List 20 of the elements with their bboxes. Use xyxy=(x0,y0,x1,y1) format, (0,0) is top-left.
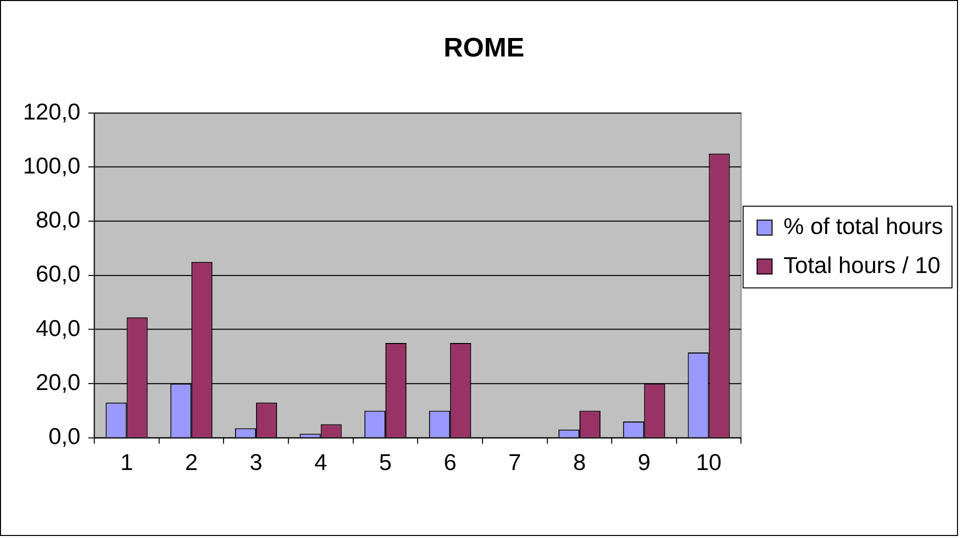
y-tick-label: 80,0 xyxy=(36,206,80,233)
x-tick-label: 5 xyxy=(379,448,392,475)
legend-label: Total hours / 10 xyxy=(784,252,940,278)
x-tick-label: 1 xyxy=(120,448,134,475)
x-tick-label: 10 xyxy=(696,448,722,475)
y-tick-label: 20,0 xyxy=(36,368,80,395)
x-tick-label: 3 xyxy=(250,448,262,475)
chart-title: ROME xyxy=(444,32,524,62)
x-tick-label: 7 xyxy=(508,448,522,475)
x-tick-label: 2 xyxy=(185,448,198,475)
legend-label: % of total hours xyxy=(784,212,943,239)
y-tick-label: 40,0 xyxy=(36,314,80,341)
y-tick-label: 0,0 xyxy=(48,423,80,450)
x-tick-label: 4 xyxy=(314,448,328,475)
x-tick-label: 6 xyxy=(444,448,456,475)
y-tick-label: 100,0 xyxy=(22,152,80,178)
x-tick-label: 8 xyxy=(573,448,586,475)
y-tick-label: 120,0 xyxy=(22,98,80,124)
y-tick-label: 60,0 xyxy=(36,260,80,287)
x-tick-label: 9 xyxy=(638,448,651,475)
